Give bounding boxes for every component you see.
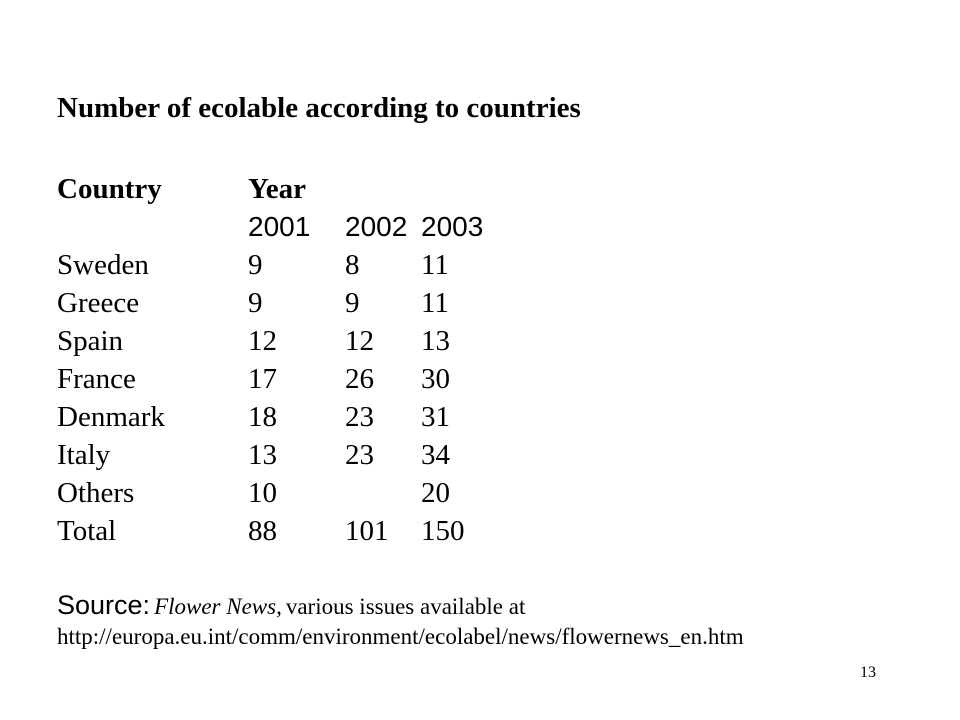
value-2003-cell: 31: [421, 401, 450, 433]
source-publication: Flower News,: [154, 594, 282, 619]
value-2002-cell: 23: [345, 401, 374, 433]
value-2002-cell: 9: [345, 287, 360, 319]
value-2001-cell: 17: [248, 363, 277, 395]
year-2001-header: 2001: [248, 211, 311, 242]
source-citation: Source: Flower News, various issues avai…: [57, 590, 525, 621]
year-column-header: Year: [248, 173, 306, 205]
value-2001-cell: 9: [248, 287, 263, 319]
country-cell: Denmark: [57, 401, 165, 433]
value-2003-cell: 20: [421, 477, 450, 509]
slide-title: Number of ecolable according to countrie…: [57, 92, 581, 124]
value-2001-cell: 10: [248, 477, 277, 509]
value-2002-cell: 101: [345, 515, 389, 547]
value-2002-cell: 12: [345, 325, 374, 357]
country-cell: Others: [57, 477, 135, 509]
value-2003-cell: 13: [421, 325, 450, 357]
year-2002-header: 2002: [345, 211, 408, 242]
value-2003-cell: 30: [421, 363, 450, 395]
value-2002-cell: 23: [345, 439, 374, 471]
value-2003-cell: 150: [421, 515, 465, 547]
source-text: various issues available at: [285, 594, 526, 619]
value-2002-cell: 8: [345, 249, 360, 281]
value-2001-cell: 18: [248, 401, 277, 433]
country-cell: Sweden: [57, 249, 149, 281]
country-cell: France: [57, 363, 136, 395]
year-2003-header: 2003: [421, 211, 484, 242]
country-cell: Italy: [57, 439, 111, 471]
country-cell: Spain: [57, 325, 124, 357]
source-url: http://europa.eu.int/comm/environment/ec…: [57, 624, 744, 649]
value-2003-cell: 34: [421, 439, 450, 471]
country-column-header: Country: [57, 173, 162, 205]
value-2001-cell: 13: [248, 439, 277, 471]
value-2001-cell: 12: [248, 325, 277, 357]
country-cell: Greece: [57, 287, 140, 319]
value-2001-cell: 88: [248, 515, 277, 547]
source-label: Source:: [57, 590, 151, 620]
country-cell: Total: [57, 515, 117, 547]
page-number: 13: [860, 664, 876, 681]
value-2002-cell: 26: [345, 363, 374, 395]
value-2001-cell: 9: [248, 249, 263, 281]
value-2003-cell: 11: [421, 287, 449, 319]
value-2003-cell: 11: [421, 249, 449, 281]
